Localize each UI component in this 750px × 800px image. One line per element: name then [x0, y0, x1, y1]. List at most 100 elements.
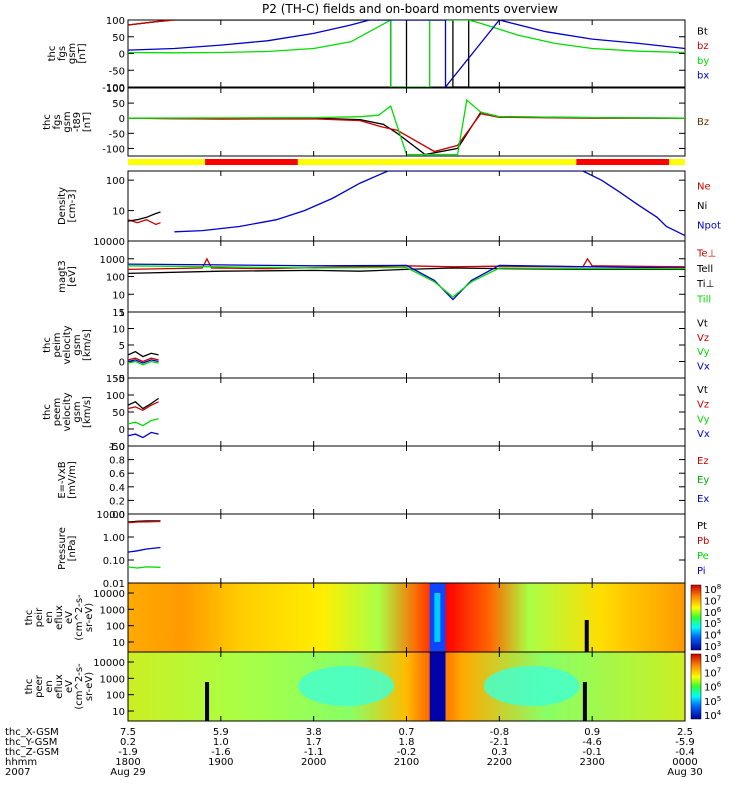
y-axis-label: Density[cm-3] [57, 187, 78, 225]
y-tick-label: 10 [112, 325, 125, 336]
y-tick-label: 1.0 [109, 442, 125, 453]
legend-entry: Pe [697, 551, 709, 562]
ephemeris-value: 0.9 [584, 727, 600, 738]
y-tick-label: -50 [109, 66, 125, 77]
y-tick-label: 0.10 [103, 556, 125, 567]
y-tick-label: 1 [119, 308, 125, 319]
y-axis-label-line: fgs [57, 46, 68, 61]
colorbar-tick-exponent: 3 [717, 640, 721, 648]
series-line-Vy [128, 418, 159, 427]
y-tick-label: 1.00 [103, 533, 125, 544]
ephemeris-value: -5.9 [675, 737, 695, 748]
y-axis-label-line: thc [42, 114, 53, 130]
y-axis-label: thcfgsgsm-t89[nT] [42, 111, 93, 132]
legend-entry: Vz [697, 400, 709, 411]
colorbar-tick-label: 103 [704, 640, 721, 653]
series-line-Pe [128, 566, 161, 569]
spectrogram-feature [298, 666, 395, 706]
colorbar-tick-exponent: 6 [717, 606, 722, 614]
y-tick-label: 5 [119, 341, 125, 352]
series-line-bx [128, 20, 685, 87]
colorbar-tick-label: 106 [704, 681, 722, 694]
y-axis-label-line: magt3 [57, 260, 68, 293]
panel-peem_velocity: thcpeemvelocitygsm[km/s] 150 100 50 0 -50 Vt Vz… [42, 374, 710, 453]
y-tick-label: 10 [112, 638, 125, 649]
ephemeris-value: 2100 [394, 757, 419, 768]
ephemeris-row-label: 2007 [5, 767, 30, 778]
colorbar-tick-base: 10 [704, 711, 717, 722]
y-axis-label-line: [km/s] [82, 396, 93, 428]
ephemeris-value: 3.8 [306, 727, 322, 738]
ephemeris-value: 0000 [672, 757, 697, 768]
colorbar-tick-exponent: 5 [717, 695, 721, 703]
series-line-Ne [128, 218, 161, 226]
y-axis-label-line: velocity [62, 325, 73, 364]
y-axis-label-line: gsm [67, 43, 78, 64]
mode-bar-segment [669, 159, 685, 165]
y-axis-label: thcpeirenefluxeV(cm^2-s-sr-eV) [24, 594, 95, 641]
y-tick-label: -50 [109, 129, 125, 140]
y-axis-label-line: gsm [72, 401, 83, 422]
mode-bar-segment [576, 159, 670, 165]
colorbar-tick-label: 106 [704, 606, 722, 619]
y-tick-label: 100 [106, 176, 125, 187]
ephemeris-value: 2.5 [677, 727, 693, 738]
y-tick-label: 150 [106, 374, 125, 385]
y-tick-label: 100 [106, 16, 125, 27]
y-axis-label-line: [eV] [67, 266, 78, 287]
ephemeris-value: -0.1 [582, 747, 602, 758]
ephemeris-value: 1.7 [306, 737, 322, 748]
colorbar-tick-base: 10 [704, 642, 717, 653]
series-line-Tell [128, 267, 685, 275]
y-axis-label-line: -t89 [72, 112, 83, 132]
ephemeris-value: 1900 [208, 757, 233, 768]
ephemeris-value: -1.9 [118, 747, 138, 758]
mode-bar-segment [128, 159, 206, 165]
y-tick-label: 100 [106, 273, 125, 284]
panel-mag_temp: magt3[eV] 10000 1000 100 10 1 Te⊥ Tell Ti⊥ Till [57, 237, 716, 319]
spectrogram-feature [429, 652, 446, 721]
series-line-Npot [174, 171, 685, 237]
ephemeris-value: -0.4 [675, 747, 695, 758]
spectrogram-image [128, 652, 685, 721]
ephemeris-value: Aug 29 [110, 767, 145, 778]
y-axis-label: magt3[eV] [57, 260, 78, 293]
panel-frame [127, 170, 686, 242]
y-axis-label: thcpeimvelocitygsm[km/s] [42, 325, 93, 364]
y-axis-label-line: eflux [54, 674, 65, 699]
ephemeris-value: 1800 [115, 757, 140, 768]
legend-entry: Bt [697, 27, 708, 38]
ephemeris-value: 1.0 [213, 737, 229, 748]
colorbar-tick-exponent: 4 [717, 709, 722, 717]
series-line-Vx [128, 431, 159, 439]
y-axis-label-line: eV [64, 611, 75, 624]
y-axis-label-line: thc [24, 679, 35, 695]
y-axis-label-line: peir [34, 607, 45, 627]
y-axis-label-line: gsm [62, 111, 73, 132]
panel-frame [127, 377, 686, 447]
panel-frame [127, 240, 686, 313]
y-axis-label-line: gsm [72, 334, 83, 355]
legend-entry: Tell [696, 264, 713, 275]
series-line-Pi [128, 546, 161, 553]
y-tick-label: -100 [102, 83, 125, 94]
y-axis-label: E=-VxB[mV/m] [57, 461, 78, 499]
series-line-Till [128, 265, 685, 298]
legend-entry: Vt [697, 385, 708, 396]
legend-entry: Npot [697, 220, 721, 231]
colorbar-tick-base: 10 [704, 697, 717, 708]
colorbar-tick-exponent: 8 [717, 652, 721, 660]
ephemeris-value: 2300 [579, 757, 604, 768]
legend-entry: bx [697, 70, 709, 81]
y-tick-label: 1000 [100, 605, 125, 616]
y-tick-label: 10 [112, 207, 125, 218]
spectrogram-gap [584, 620, 589, 652]
y-axis-label-line: E=-VxB [57, 461, 68, 498]
ephemeris-value: 0.3 [491, 747, 507, 758]
series-line-by [128, 20, 685, 87]
spectrogram-peer_eflux: 10000 1000 100 10 thcpeerenefluxeV(cm^2-s-sr… [24, 651, 722, 722]
legend-entry: Ne [697, 182, 711, 193]
y-tick-label: 10000 [93, 658, 125, 669]
legend-entry: Ex [697, 494, 709, 505]
